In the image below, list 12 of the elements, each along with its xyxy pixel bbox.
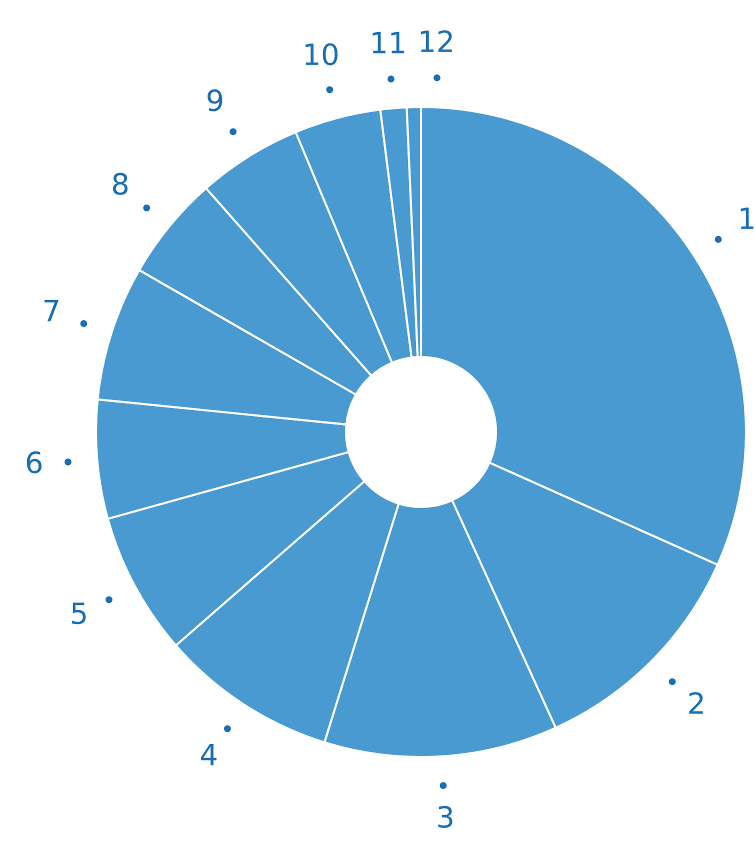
slice-label: 8 [113,172,128,195]
slice-label: 6 [26,451,42,474]
slice-label: 4 [201,744,217,766]
slice-label: 2 [689,692,703,714]
slice-label: 10 [306,43,338,66]
slice-label: 9 [208,89,222,112]
slice-label: 3 [438,806,452,828]
slice-label: 11 [372,32,404,54]
slice-label: 7 [44,300,58,322]
slice-label: 5 [72,602,86,624]
slice-label: 1 [740,208,754,229]
slice-label: 12 [420,30,452,52]
